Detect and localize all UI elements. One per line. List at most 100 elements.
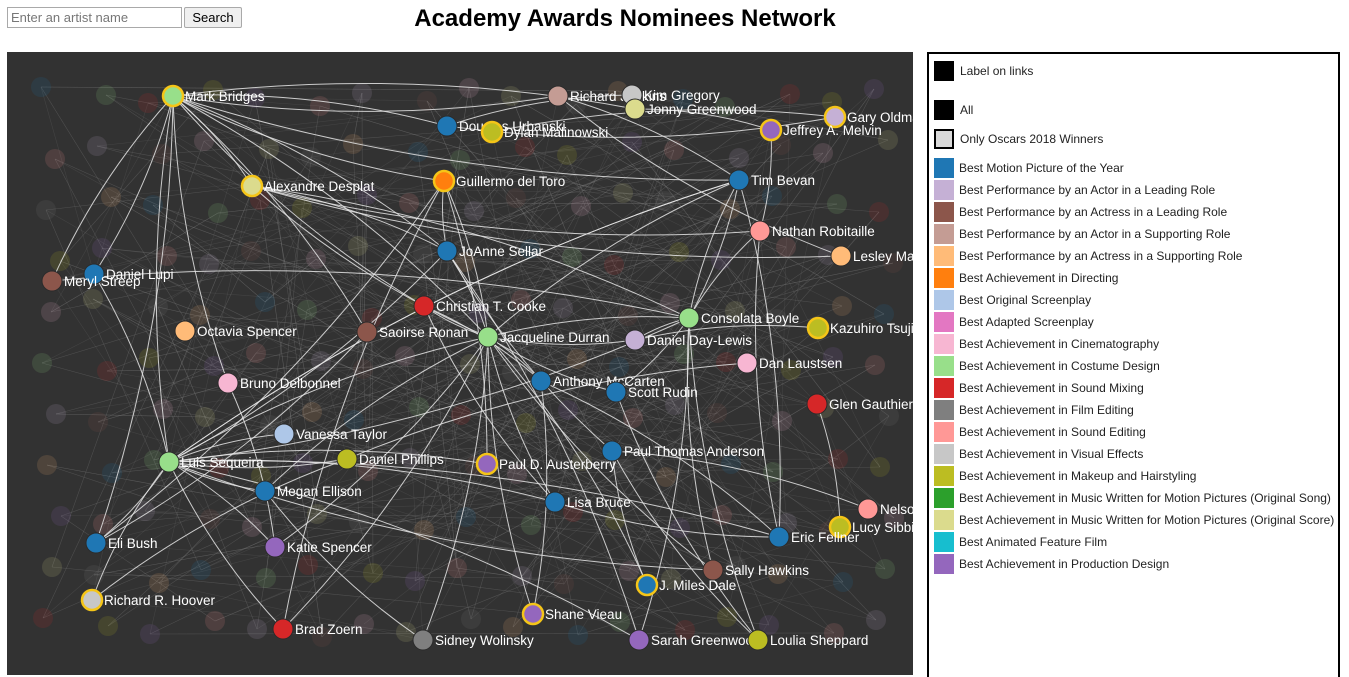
legend-swatch[interactable] <box>934 356 954 376</box>
node-circle[interactable] <box>857 498 879 520</box>
legend-category-15[interactable]: Best Achievement in Music Written for Mo… <box>934 488 1331 508</box>
legend-swatch[interactable] <box>934 444 954 464</box>
node-circle[interactable] <box>728 169 750 191</box>
node-sarah-greenwood[interactable]: Sarah Greenwood <box>628 629 761 651</box>
node-circle[interactable] <box>547 85 569 107</box>
legend-category-1[interactable]: Best Performance by an Actor in a Leadin… <box>934 180 1215 200</box>
node-circle[interactable] <box>264 536 286 558</box>
node-paul-d-austerberry[interactable]: Paul D. Austerberry <box>475 452 616 476</box>
node-circle[interactable] <box>161 84 185 108</box>
legend-category-5[interactable]: Best Achievement in Directing <box>934 268 1118 288</box>
node-circle[interactable] <box>736 352 758 374</box>
node-circle[interactable] <box>41 270 63 292</box>
node-circle[interactable] <box>83 263 105 285</box>
node-anthony-mccarten[interactable]: Anthony McCarten <box>530 370 665 392</box>
node-circle[interactable] <box>830 245 852 267</box>
legend-category-13[interactable]: Best Achievement in Visual Effects <box>934 444 1143 464</box>
node-circle[interactable] <box>601 440 623 462</box>
node-daniel-phillips[interactable]: Daniel Phillips <box>336 448 444 470</box>
node-circle[interactable] <box>436 115 458 137</box>
node-circle[interactable] <box>806 316 830 340</box>
node-circle[interactable] <box>628 629 650 651</box>
node-megan-ellison[interactable]: Megan Ellison <box>254 480 362 502</box>
node-meryl-streep[interactable]: Meryl Streep <box>41 270 141 292</box>
node-circle[interactable] <box>217 372 239 394</box>
node-joanne-sellar[interactable]: JoAnne Sellar <box>436 240 544 262</box>
search-button[interactable]: Search <box>184 7 242 28</box>
legend-category-18[interactable]: Best Achievement in Production Design <box>934 554 1169 574</box>
node-circle[interactable] <box>806 393 828 415</box>
node-consolata-boyle[interactable]: Consolata Boyle <box>678 307 799 329</box>
node-circle[interactable] <box>356 321 378 343</box>
node-shane-vieau[interactable]: Shane Vieau <box>521 602 622 626</box>
node-circle[interactable] <box>272 618 294 640</box>
node-circle[interactable] <box>85 532 107 554</box>
node-sidney-wolinsky[interactable]: Sidney Wolinsky <box>412 629 534 651</box>
legend-category-11[interactable]: Best Achievement in Film Editing <box>934 400 1134 420</box>
node-paul-thomas-anderson[interactable]: Paul Thomas Anderson <box>601 440 764 462</box>
node-nathan-robitaille[interactable]: Nathan Robitaille <box>749 220 875 242</box>
legend-category-16[interactable]: Best Achievement in Music Written for Mo… <box>934 510 1334 530</box>
legend-swatch[interactable] <box>934 334 954 354</box>
label-on-links-toggle[interactable]: Label on links <box>934 61 1033 81</box>
node-mark-bridges[interactable]: Mark Bridges <box>161 84 265 108</box>
node-alexandre-desplat[interactable]: Alexandre Desplat <box>240 174 375 198</box>
legend-swatch[interactable] <box>934 268 954 288</box>
node-j-miles-dale[interactable]: J. Miles Dale <box>635 573 736 597</box>
node-circle[interactable] <box>158 451 180 473</box>
node-circle[interactable] <box>413 295 435 317</box>
node-glen-gauthier[interactable]: Glen Gauthier <box>806 393 913 415</box>
node-circle[interactable] <box>635 573 659 597</box>
node-circle[interactable] <box>624 98 646 120</box>
node-circle[interactable] <box>240 174 264 198</box>
node-guillermo-del-toro[interactable]: Guillermo del Toro <box>432 169 565 193</box>
legend-swatch[interactable] <box>934 422 954 442</box>
legend-category-2[interactable]: Best Performance by an Actress in a Lead… <box>934 202 1227 222</box>
node-bruno-delbonnel[interactable]: Bruno Delbonnel <box>217 372 341 394</box>
node-circle[interactable] <box>624 329 646 351</box>
node-loulia-sheppard[interactable]: Loulia Sheppard <box>747 629 868 651</box>
node-circle[interactable] <box>759 118 783 142</box>
node-gary-oldman[interactable]: Gary Oldman <box>823 105 913 129</box>
node-circle[interactable] <box>80 588 104 612</box>
filter-all-swatch[interactable] <box>934 100 954 120</box>
node-circle[interactable] <box>605 381 627 403</box>
legend-category-6[interactable]: Best Original Screenplay <box>934 290 1091 310</box>
node-daniel-day-lewis[interactable]: Daniel Day-Lewis <box>624 329 752 351</box>
legend-swatch[interactable] <box>934 510 954 530</box>
legend-swatch[interactable] <box>934 466 954 486</box>
legend-category-7[interactable]: Best Adapted Screenplay <box>934 312 1094 332</box>
legend-swatch[interactable] <box>934 554 954 574</box>
node-circle[interactable] <box>823 105 847 129</box>
node-circle[interactable] <box>747 629 769 651</box>
node-circle[interactable] <box>412 629 434 651</box>
legend-category-10[interactable]: Best Achievement in Sound Mixing <box>934 378 1144 398</box>
legend-swatch[interactable] <box>934 290 954 310</box>
legend-category-9[interactable]: Best Achievement in Costume Design <box>934 356 1160 376</box>
node-eli-bush[interactable]: Eli Bush <box>85 532 158 554</box>
filter-winners-only[interactable]: Only Oscars 2018 Winners <box>934 129 1103 149</box>
legend-swatch[interactable] <box>934 400 954 420</box>
legend-category-4[interactable]: Best Performance by an Actress in a Supp… <box>934 246 1242 266</box>
node-circle[interactable] <box>273 423 295 445</box>
node-dan-laustsen[interactable]: Dan Laustsen <box>736 352 842 374</box>
legend-swatch[interactable] <box>934 312 954 332</box>
node-kazuhiro-tsuji[interactable]: Kazuhiro Tsuji <box>806 316 913 340</box>
node-tim-bevan[interactable]: Tim Bevan <box>728 169 815 191</box>
toggle-swatch[interactable] <box>934 61 954 81</box>
legend-swatch[interactable] <box>934 532 954 552</box>
node-richard-r-hoover[interactable]: Richard R. Hoover <box>80 588 216 612</box>
node-jacqueline-durran[interactable]: Jacqueline Durran <box>477 326 610 348</box>
node-katie-spencer[interactable]: Katie Spencer <box>264 536 372 558</box>
node-nelson-ferreira[interactable]: Nelson Ferreira <box>857 498 913 520</box>
node-dylan-malinowski[interactable]: Dylan Malinowski <box>480 120 608 144</box>
node-eric-fellner[interactable]: Eric Fellner <box>768 526 860 548</box>
node-octavia-spencer[interactable]: Octavia Spencer <box>174 320 297 342</box>
legend-swatch[interactable] <box>934 224 954 244</box>
node-vanessa-taylor[interactable]: Vanessa Taylor <box>273 423 388 445</box>
node-jonny-greenwood[interactable]: Jonny Greenwood <box>624 98 757 120</box>
node-circle[interactable] <box>544 491 566 513</box>
node-brad-zoern[interactable]: Brad Zoern <box>272 618 363 640</box>
legend-swatch[interactable] <box>934 488 954 508</box>
